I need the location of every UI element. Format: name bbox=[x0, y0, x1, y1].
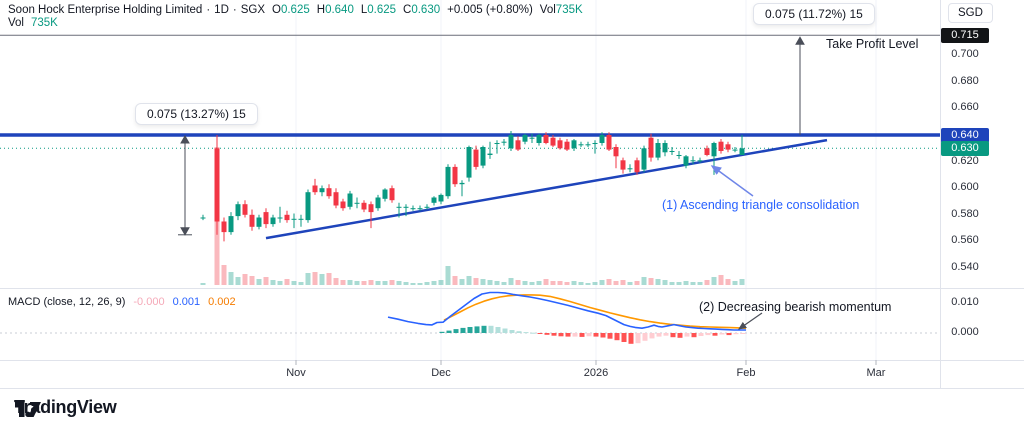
annotation-bearish-momentum[interactable]: (2) Decreasing bearish momentum bbox=[699, 300, 892, 314]
high-label: H bbox=[316, 4, 326, 16]
time-tick-marks bbox=[295, 360, 877, 365]
price-range-label-left[interactable]: 0.075 (13.27%) 15 bbox=[135, 103, 258, 125]
annotation-arrow-triangle bbox=[710, 165, 754, 197]
header-separator: · bbox=[206, 4, 211, 16]
header-separator: · bbox=[232, 4, 237, 16]
price-range-label-right[interactable]: 0.075 (11.72%) 15 bbox=[753, 3, 875, 25]
symbol-title[interactable]: Soon Hock Enterprise Holding Limited bbox=[8, 4, 203, 16]
close-label: C bbox=[403, 4, 412, 16]
high-value: 0.640 bbox=[325, 4, 354, 16]
measure-left-arrow[interactable] bbox=[178, 134, 192, 236]
annotation-ascending-triangle[interactable]: (1) Ascending triangle consolidation bbox=[662, 198, 860, 212]
macd-line bbox=[387, 291, 746, 331]
vol-row-label: Vol bbox=[8, 17, 24, 29]
symbol-header[interactable]: Soon Hock Enterprise Holding Limited · 1D ·… bbox=[8, 4, 583, 16]
candlestick-series bbox=[200, 131, 745, 242]
take-profit-text[interactable]: Take Profit Level bbox=[826, 37, 919, 51]
open-label: O bbox=[272, 4, 281, 16]
chart-canvas[interactable] bbox=[0, 0, 1024, 392]
vol-row-value: 735K bbox=[31, 17, 58, 29]
macd-header[interactable]: MACD (close, 12, 26, 9) -0.000 0.001 0.002 bbox=[8, 296, 236, 308]
vol-value: 735K bbox=[555, 4, 583, 16]
exchange-label: SGX bbox=[240, 4, 266, 16]
ascending-trendline[interactable] bbox=[265, 138, 828, 240]
low-label: L bbox=[360, 4, 368, 16]
close-value: 0.630 bbox=[411, 4, 441, 16]
macd-histogram bbox=[439, 325, 746, 344]
currency-toggle[interactable]: SGD bbox=[948, 3, 993, 23]
change-value: +0.005 (+0.80%) bbox=[447, 4, 533, 16]
macd-signal-line bbox=[443, 294, 747, 329]
open-value: 0.625 bbox=[280, 4, 310, 16]
macd-line-value: 0.001 bbox=[172, 296, 201, 308]
measure-right-arrow[interactable] bbox=[795, 36, 805, 135]
annotation-arrow-momentum bbox=[738, 312, 763, 330]
tradingview-logo-mark bbox=[15, 402, 41, 417]
macd-hist-value: -0.000 bbox=[133, 296, 165, 308]
tradingview-logo[interactable]: TradingView bbox=[14, 397, 117, 418]
pane-separators bbox=[0, 0, 1024, 389]
macd-label: MACD (close, 12, 26, 9) bbox=[8, 296, 126, 308]
macd-signal-value: 0.002 bbox=[208, 296, 236, 308]
interval-label[interactable]: 1D bbox=[214, 4, 229, 16]
low-value: 0.625 bbox=[367, 4, 397, 16]
vol-label: Vol bbox=[539, 4, 556, 16]
volume-indicator-row[interactable]: Vol 735K bbox=[8, 17, 58, 29]
